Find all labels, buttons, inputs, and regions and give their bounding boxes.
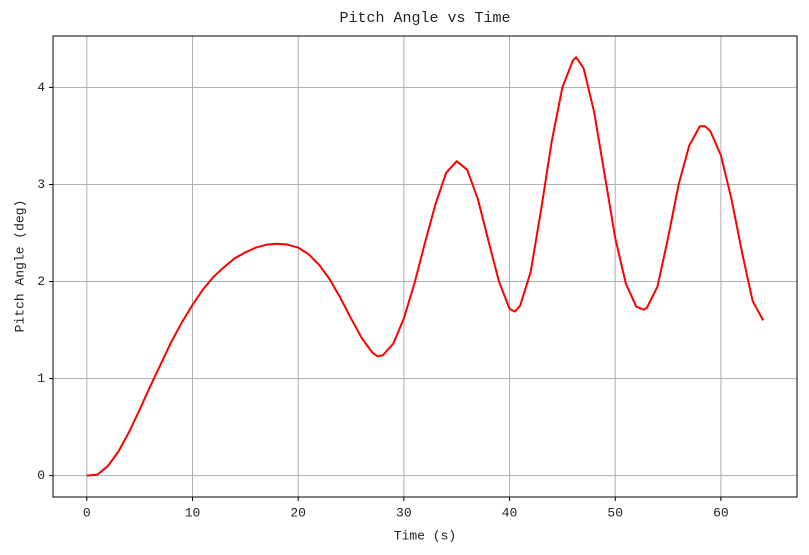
- y-tick-label: 0: [37, 468, 45, 483]
- data-line: [86, 56, 765, 477]
- y-tick-label: 3: [37, 177, 45, 192]
- x-tick-label: 50: [607, 505, 623, 520]
- x-axis-label: Time (s): [394, 528, 456, 543]
- y-tick-label: 2: [37, 274, 45, 289]
- x-tick-label: 0: [83, 505, 91, 520]
- y-tick-label: 1: [37, 371, 45, 386]
- y-axis-label: Pitch Angle (deg): [12, 200, 27, 333]
- plot-frame: [52, 35, 798, 498]
- x-tick-label: 60: [713, 505, 729, 520]
- x-tick-label: 40: [502, 505, 518, 520]
- y-tick-label: 4: [37, 80, 45, 95]
- x-tick-label: 10: [185, 505, 201, 520]
- chart-title: Pitch Angle vs Time: [339, 10, 510, 27]
- x-tick-label: 30: [396, 505, 412, 520]
- x-tick-label: 20: [290, 505, 306, 520]
